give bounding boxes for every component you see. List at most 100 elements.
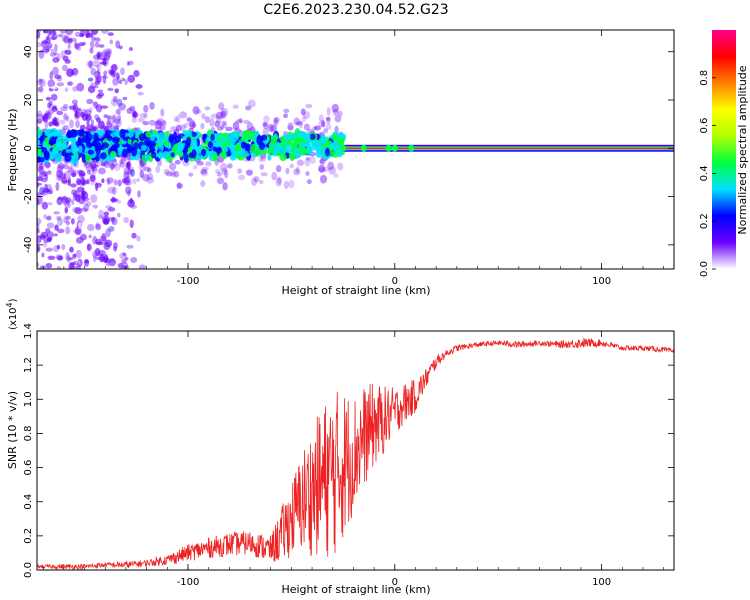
heatmap-cell	[61, 243, 66, 251]
heatmap-cell	[38, 166, 45, 175]
heatmap-cell	[61, 144, 70, 149]
heatmap-cell	[113, 119, 121, 125]
heatmap-cell	[287, 122, 294, 131]
heatmap-cell	[117, 113, 122, 122]
heatmap-cell	[103, 48, 112, 55]
colorbar-ticks: 0.0 0.2 0.4 0.6 0.8	[699, 70, 716, 277]
heatmap-cell	[283, 108, 290, 114]
heatmap-cell	[88, 104, 95, 113]
heatmap-cell	[56, 53, 61, 62]
heatmap-cell	[289, 163, 294, 169]
heatmap-cell	[67, 81, 74, 86]
snr-xtick-label: -100	[177, 577, 200, 588]
snr-xtick-label: 0	[392, 577, 398, 588]
heatmap-cell	[50, 85, 58, 90]
heatmap-cell	[303, 123, 310, 131]
heatmap-cell	[260, 153, 267, 162]
heatmap-cell	[47, 102, 52, 108]
heatmap-cell	[70, 264, 74, 269]
heatmap-cell	[205, 132, 210, 141]
heatmap-cell	[123, 166, 131, 176]
heatmap-cell	[221, 120, 227, 126]
heatmap-cell	[95, 37, 101, 41]
heatmap-cell	[138, 162, 147, 172]
heatmap-cell	[38, 129, 43, 135]
heatmap-cell	[92, 59, 101, 68]
heatmap-cell	[121, 140, 127, 145]
heatmap-cell	[122, 96, 128, 101]
heatmap-cell	[70, 33, 76, 38]
heatmap-cell	[106, 177, 114, 184]
heatmap-cell	[170, 126, 178, 133]
heatmap-cell	[37, 228, 40, 234]
heatmap-cell	[245, 169, 253, 176]
heatmap-cell	[176, 183, 184, 189]
heatmap-cell	[285, 167, 290, 175]
heatmap-cell	[111, 63, 118, 72]
heatmap-cell	[191, 148, 197, 159]
spectrogram-ytick-label: 40	[23, 45, 34, 58]
heatmap-cell	[221, 150, 227, 160]
heatmap-cell	[69, 119, 74, 129]
heatmap-cell	[326, 116, 331, 125]
heatmap-cell	[58, 173, 64, 180]
heatmap-cell	[67, 43, 71, 50]
heatmap-cell	[232, 121, 240, 131]
heatmap-cell	[123, 264, 129, 269]
heatmap-cell	[280, 138, 288, 148]
heatmap-cell	[85, 33, 94, 38]
heatmap-cell	[54, 43, 58, 53]
heatmap-cell	[62, 125, 70, 131]
heatmap-cell	[89, 47, 94, 54]
heatmap-cell	[94, 80, 101, 86]
heatmap-cell	[47, 170, 52, 175]
heatmap-cell	[170, 152, 175, 158]
heatmap-cell	[62, 114, 69, 120]
heatmap-cell	[320, 134, 326, 144]
heatmap-cell	[46, 237, 52, 243]
heatmap-cell	[60, 179, 69, 184]
heatmap-cell	[90, 67, 97, 76]
heatmap-cell	[131, 117, 138, 123]
heatmap-cell	[42, 115, 49, 123]
heatmap-cell	[51, 107, 59, 112]
heatmap-cell	[163, 140, 170, 147]
heatmap-cell	[85, 124, 94, 131]
heatmap-cell	[55, 181, 60, 191]
heatmap-cell	[186, 131, 193, 138]
heatmap-cell	[65, 220, 70, 226]
heatmap-cell	[227, 163, 233, 169]
heatmap-cell	[38, 78, 43, 83]
heatmap-cell	[169, 162, 177, 171]
heatmap-cell	[42, 113, 49, 122]
heatmap-cell	[130, 257, 138, 263]
heatmap-cell	[52, 66, 59, 76]
heatmap-cell	[93, 37, 101, 43]
spectrogram-ytick-label: 20	[23, 94, 34, 107]
heatmap-cell	[51, 120, 59, 126]
heatmap-cell	[105, 257, 111, 267]
heatmap-cell	[73, 40, 78, 48]
heatmap-cell	[74, 207, 83, 215]
heatmap-cell	[109, 216, 115, 222]
heatmap-cell	[37, 30, 41, 40]
heatmap-cell	[101, 233, 107, 242]
heatmap-cell	[107, 32, 114, 37]
heatmap-cell	[132, 110, 137, 118]
heatmap-cell	[65, 226, 71, 235]
snr-series-line	[37, 337, 674, 570]
heatmap-cell	[55, 169, 64, 179]
heatmap-cell	[248, 99, 256, 108]
heatmap-cell	[81, 113, 89, 121]
heatmap-cell	[119, 161, 126, 168]
heatmap-cell	[98, 209, 105, 218]
heatmap-cell	[63, 231, 71, 241]
heatmap-cell	[119, 159, 124, 165]
heatmap-cell	[75, 111, 81, 119]
heatmap-spot	[340, 144, 347, 152]
heatmap-cell	[37, 139, 41, 145]
heatmap-cell	[57, 228, 65, 234]
snr-multiplier: (x104)	[5, 298, 19, 330]
heatmap-cell	[43, 151, 50, 161]
heatmap-cell	[293, 168, 301, 176]
